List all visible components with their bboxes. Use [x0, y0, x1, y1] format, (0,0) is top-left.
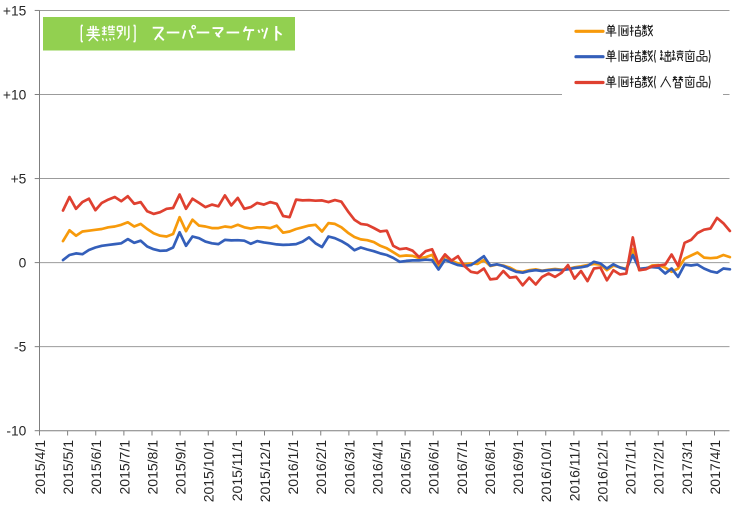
svg-text:2016/3/1: 2016/3/1: [341, 440, 357, 495]
svg-text:2016/4/1: 2016/4/1: [369, 440, 385, 495]
svg-text:2017/1/1: 2017/1/1: [623, 440, 639, 495]
svg-text:2016/8/1: 2016/8/1: [482, 440, 498, 495]
svg-text:2015/4/1: 2015/4/1: [32, 440, 48, 495]
svg-text:+5: +5: [11, 171, 27, 186]
svg-text:2015/10/1: 2015/10/1: [201, 440, 217, 502]
svg-text:2016/9/1: 2016/9/1: [510, 440, 526, 495]
svg-text:2016/10/1: 2016/10/1: [538, 440, 554, 502]
svg-text:2015/5/1: 2015/5/1: [60, 440, 76, 495]
svg-text:2016/12/1: 2016/12/1: [594, 440, 610, 502]
svg-text:2016/7/1: 2016/7/1: [454, 440, 470, 495]
svg-text:2015/9/1: 2015/9/1: [173, 440, 189, 495]
svg-text:2016/1/1: 2016/1/1: [285, 440, 301, 495]
svg-text:2015/8/1: 2015/8/1: [144, 440, 160, 495]
svg-text:2017/2/1: 2017/2/1: [651, 440, 667, 495]
svg-text:2015/12/1: 2015/12/1: [257, 440, 273, 502]
svg-text:2017/4/1: 2017/4/1: [707, 440, 723, 495]
svg-text:2015/7/1: 2015/7/1: [116, 440, 132, 495]
svg-text:-5: -5: [14, 339, 27, 354]
svg-text:2016/11/1: 2016/11/1: [566, 440, 582, 501]
svg-text:+10: +10: [3, 87, 27, 102]
svg-text:2016/6/1: 2016/6/1: [426, 440, 442, 495]
svg-text:2017/3/1: 2017/3/1: [679, 440, 695, 495]
svg-text:-10: -10: [6, 424, 26, 439]
svg-text:0: 0: [19, 255, 27, 270]
svg-text:2015/11/1: 2015/11/1: [229, 440, 245, 501]
svg-text:2015/6/1: 2015/6/1: [88, 440, 104, 495]
svg-text:2016/5/1: 2016/5/1: [398, 440, 414, 495]
svg-text:2016/2/1: 2016/2/1: [313, 440, 329, 495]
svg-text:+15: +15: [3, 3, 27, 18]
